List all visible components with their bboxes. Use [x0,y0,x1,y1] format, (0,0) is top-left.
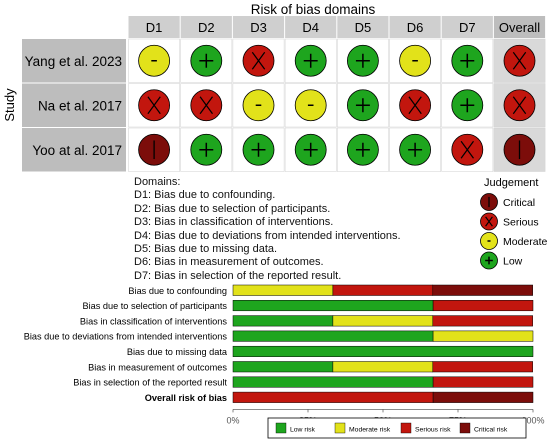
plus-glyph [460,98,475,113]
column-header-cell [180,16,232,38]
bar-segment [232,345,534,357]
study-name: Yoo at al. 2017 [32,143,122,158]
bar-segment [232,361,334,373]
bar-category-label: Bias due to selection of participants [82,301,227,311]
study-axis-label: Study [2,88,17,122]
judgement-legend-label: Moderate [503,236,548,248]
domain-legend-line: D3: Bias in classification of interventi… [134,216,334,229]
plus-glyph [408,142,423,157]
domain-legend-line: D5: Bias due to missing data. [134,243,278,256]
bar-segment [232,391,434,403]
column-header-d1: D1 [146,20,163,35]
plus-glyph [355,98,370,113]
bar-segment [432,391,534,403]
bar-segment [232,284,334,296]
bar-legend-swatch [400,422,412,434]
traffic-light-grid: D1 D2 D3 D4 D5 D6 D7 Overall Yang et al. 2023 Na … [22,16,548,270]
column-header-d7: D7 [459,20,476,35]
bar-category-label: Overall risk of bias [145,393,227,403]
cross-glyph [485,216,493,227]
bar-legend-swatch [275,422,287,434]
bar-segment [432,315,533,327]
study-name: Na et al. 2017 [38,98,122,113]
bar-category-label: Bias in selection of the reported result [73,378,227,388]
bar-segment [432,300,534,312]
column-header-d6: D6 [407,20,424,35]
x-tick-label: 100% [521,415,544,425]
bar-segment [432,361,533,373]
judgement-legend-label: Critical [503,197,535,209]
bar-legend-label: Serious risk [415,427,451,434]
column-header-cell [389,16,441,38]
judgement-legend-label: Low [503,256,523,268]
plus-glyph [485,256,493,265]
plus-glyph [460,53,475,68]
bar-segment [432,330,534,342]
study-name-cell [22,128,126,172]
bar-legend-swatch [334,422,346,434]
cross-glyph [460,140,474,159]
plus-glyph [199,142,214,157]
bar-legend-swatch [459,422,471,434]
study-name-cell [22,83,126,127]
cross-glyph [199,96,213,115]
bar-legend-label: Low risk [290,427,316,434]
domain-legend-line: D4: Bias due to deviations from intended… [134,229,401,242]
column-header-cell [285,16,337,38]
bar-segment [432,376,534,388]
bar-segment [232,330,434,342]
cross-glyph [512,51,527,70]
cross-glyph [512,96,527,115]
bar-legend-label: Moderate risk [349,427,391,434]
study-name-cell [22,39,126,83]
risk-domains-title: Risk of bias domains [251,2,376,17]
domain-legend-line: D6: Bias in measurement of outcomes. [134,256,324,269]
cross-glyph [251,51,266,70]
domain-legend-line: D2: Bias due to selection of participant… [134,202,331,215]
bar-segment [332,284,434,296]
column-header-d5: D5 [355,20,372,35]
bar-segment [332,315,434,327]
bar-legend-label: Critical risk [474,427,508,434]
domains-legend: Domains: D1: Bias due to confounding. D2… [134,176,401,283]
bar-category-label: Bias due to missing data [127,347,228,357]
column-header-d3: D3 [250,20,267,35]
bar-segment [232,315,334,327]
judgement-legend-title: Judgement [484,177,538,189]
bar-category-label: Bias due to confounding [128,286,227,296]
plus-glyph [303,53,318,68]
column-header-cell [337,16,389,38]
plus-glyph [199,53,214,68]
column-header-cell [232,16,285,38]
column-header-d2: D2 [198,20,215,35]
plus-glyph [251,142,266,157]
bar-segment [432,284,533,296]
domain-legend-line: D1: Bias due to confounding. [134,189,276,202]
column-header-overall: Overall [499,20,540,35]
judgement-legend-label: Serious [503,217,539,229]
cross-glyph [408,96,422,115]
column-header-cell [493,16,546,38]
column-header-d4: D4 [302,20,319,35]
plus-glyph [355,53,370,68]
study-name: Yang et al. 2023 [25,54,122,69]
bar-category-label: Bias in measurement of outcomes [88,362,227,372]
column-header-cell [128,16,180,38]
x-tick-label: 0% [226,415,239,425]
bar-segment [232,300,434,312]
column-header-cell [441,16,493,38]
plus-glyph [303,142,318,157]
domains-heading: Domains: [134,176,181,188]
bar-segment [332,361,434,373]
domain-legend-line: D7: Bias in selection of the reported re… [134,269,342,282]
cross-glyph [147,96,161,115]
summary-bar-chart: Bias due to confounding Bias due to selec… [24,284,545,439]
bar-category-label: Bias in classification of interventions [80,316,227,326]
plus-glyph [355,142,370,157]
bar-segment [232,376,434,388]
bar-category-label: Bias due to deviations from intended int… [24,332,228,342]
